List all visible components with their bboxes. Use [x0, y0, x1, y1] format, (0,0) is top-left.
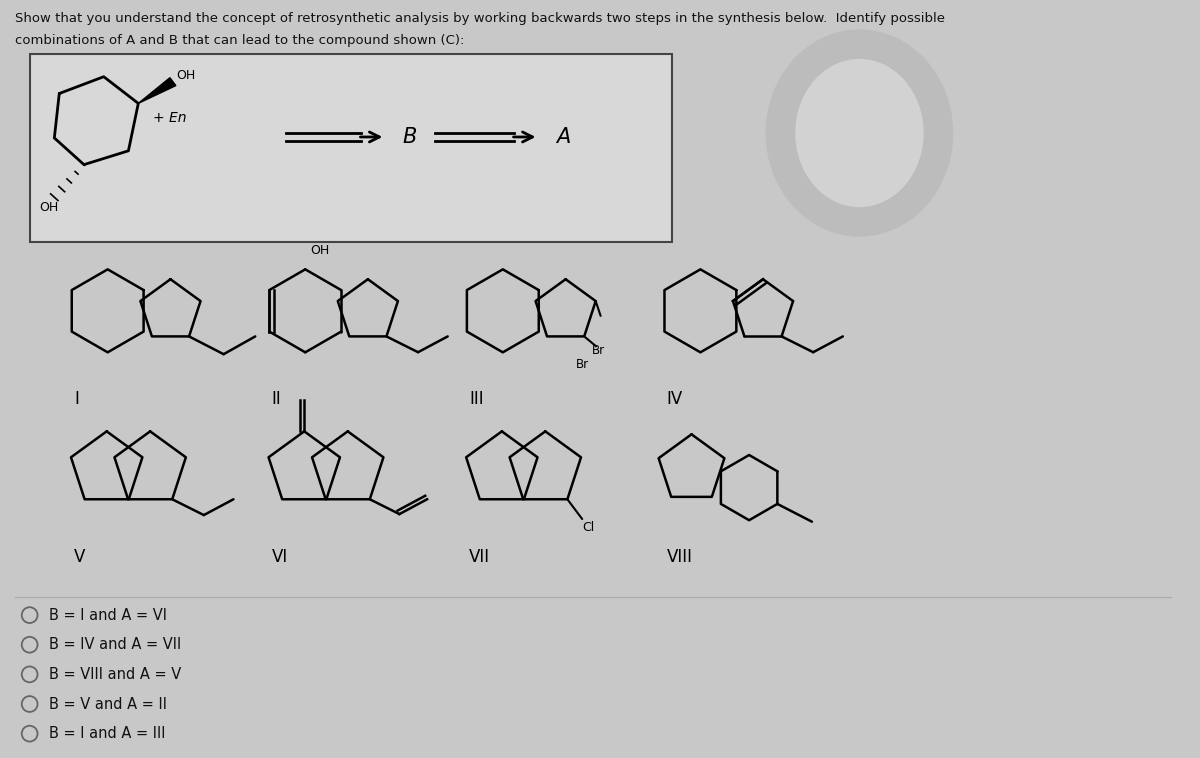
Text: II: II — [271, 390, 282, 408]
Text: OH: OH — [176, 69, 196, 82]
Text: Show that you understand the concept of retrosynthetic analysis by working backw: Show that you understand the concept of … — [14, 12, 944, 26]
Ellipse shape — [796, 59, 924, 207]
Text: VII: VII — [469, 548, 491, 566]
Text: combinations of A and B that can lead to the compound shown (C):: combinations of A and B that can lead to… — [14, 34, 464, 47]
Text: V: V — [74, 548, 85, 566]
Text: A: A — [556, 127, 570, 147]
Text: VIII: VIII — [667, 548, 692, 566]
Text: III: III — [469, 390, 484, 408]
Text: B = I and A = VI: B = I and A = VI — [49, 608, 167, 622]
Text: OH: OH — [310, 245, 330, 258]
Ellipse shape — [766, 30, 953, 236]
Text: + En: + En — [154, 111, 187, 125]
Text: Br: Br — [576, 358, 589, 371]
Text: OH: OH — [40, 201, 59, 214]
Text: B = I and A = III: B = I and A = III — [49, 726, 166, 741]
Polygon shape — [138, 78, 176, 103]
Text: B = V and A = II: B = V and A = II — [49, 697, 167, 712]
Text: VI: VI — [271, 548, 288, 566]
Text: B = IV and A = VII: B = IV and A = VII — [49, 637, 181, 652]
Text: Cl: Cl — [582, 521, 594, 534]
Bar — [30, 54, 672, 242]
Text: B = VIII and A = V: B = VIII and A = V — [49, 667, 181, 682]
Text: IV: IV — [667, 390, 683, 408]
Text: I: I — [74, 390, 79, 408]
Text: Br: Br — [592, 344, 605, 357]
Text: B: B — [403, 127, 418, 147]
